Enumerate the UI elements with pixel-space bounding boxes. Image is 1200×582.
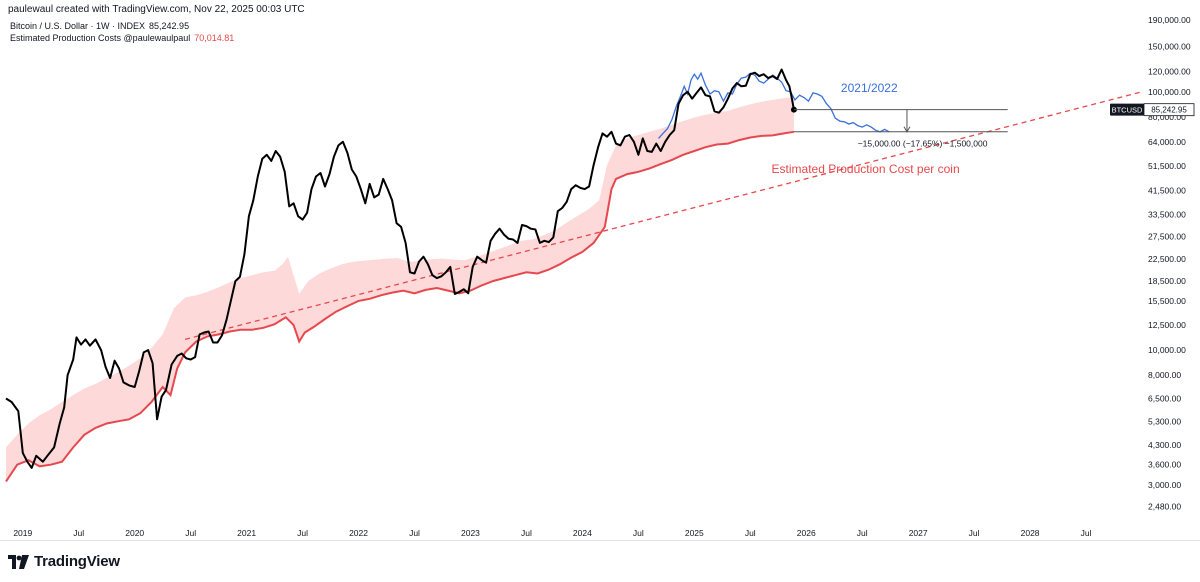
x-tick-label: Jul	[745, 528, 756, 538]
x-tick-label: 2025	[685, 528, 704, 538]
y-tick-label: 33,500.00	[1148, 209, 1186, 219]
y-tick-label: 41,500.00	[1148, 185, 1186, 195]
chart-header: paulewaul created with TradingView.com, …	[0, 0, 1200, 16]
annotation-text: Estimated Production Cost per coin	[772, 162, 960, 176]
y-tick-label: 22,500.00	[1148, 254, 1186, 264]
x-tick-label: Jul	[409, 528, 420, 538]
production-cost-line	[5, 130, 795, 483]
btc-price-path	[5, 68, 795, 469]
x-tick-label: Jul	[1081, 528, 1092, 538]
y-tick-label: 15,500.00	[1148, 296, 1186, 306]
cost-band-area	[6, 96, 794, 482]
legend-symbol-title[interactable]: Bitcoin / U.S. Dollar · 1W · INDEX	[10, 21, 146, 31]
y-tick-label: 5,300.00	[1148, 416, 1181, 426]
y-tick-label: 190,000.00	[1148, 15, 1191, 25]
cost-band-fill	[6, 96, 794, 482]
x-tick-label: 2019	[13, 528, 32, 538]
y-tick-label: 3,600.00	[1148, 460, 1181, 470]
legend: Bitcoin / U.S. Dollar · 1W · INDEX 85,242…	[10, 20, 234, 44]
production-cost-path	[5, 130, 795, 483]
trend-line	[184, 91, 1143, 341]
x-tick-label: 2026	[797, 528, 816, 538]
y-tick-label: 12,500.00	[1148, 320, 1186, 330]
price-badge-symbol: BTCUSD	[1112, 106, 1143, 115]
x-tick-label: Jul	[521, 528, 532, 538]
x-tick-label: 2027	[909, 528, 928, 538]
y-tick-label: 51,500.00	[1148, 161, 1186, 171]
attribution-text: paulewaul created with TradingView.com, …	[8, 4, 305, 15]
x-tick-label: 2021	[237, 528, 256, 538]
measure-tool: −15,000.00 (−17.65%) −1,500,000	[793, 109, 1008, 148]
legend-indicator-value: 70,014.81	[194, 33, 235, 43]
x-tick-label: Jul	[633, 528, 644, 538]
y-tick-label: 100,000.00	[1148, 87, 1191, 97]
y-tick-label: 2,480.00	[1148, 502, 1181, 512]
legend-symbol-row: Bitcoin / U.S. Dollar · 1W · INDEX 85,242…	[10, 20, 234, 32]
legend-symbol-price: 85,242.95	[149, 21, 190, 31]
price-badge: BTCUSD 85,242.95	[1110, 103, 1195, 117]
x-tick-label: 2028	[1021, 528, 1040, 538]
price-badge-symbol-bg	[1110, 103, 1144, 116]
y-tick-label: 8,000.00	[1148, 370, 1181, 380]
tradingview-logo-icon	[8, 554, 29, 569]
x-tick-label: Jul	[297, 528, 308, 538]
tradingview-logo[interactable]: TradingView	[8, 553, 120, 570]
y-tick-label: 150,000.00	[1148, 41, 1191, 51]
price-badge-value-bg	[1143, 103, 1195, 117]
y-axis: 190,000.00 150,000.00 120,000.00 100,000.00…	[1148, 15, 1191, 512]
x-tick-label: 2023	[461, 528, 480, 538]
trend-line-dashed	[184, 91, 1143, 341]
annotations: 2021/2022 Estimated Production Cost per c…	[772, 81, 960, 176]
y-tick-label: 6,500.00	[1148, 393, 1181, 403]
tradingview-logo-text: TradingView	[34, 553, 120, 570]
price-badge-value: 85,242.95	[1151, 106, 1187, 115]
y-tick-label: 4,300.00	[1148, 440, 1181, 450]
y-tick-label: 27,500.00	[1148, 232, 1186, 242]
legend-indicator-title[interactable]: Estimated Production Costs @paulewaulpau…	[10, 33, 191, 43]
footer: TradingView	[0, 540, 1200, 582]
x-tick-label: 2020	[125, 528, 144, 538]
x-tick-label: Jul	[969, 528, 980, 538]
y-tick-label: 3,000.00	[1148, 480, 1181, 490]
y-tick-label: 10,000.00	[1148, 345, 1186, 355]
measure-arrow-head	[903, 126, 911, 133]
price-chart[interactable]: −15,000.00 (−17.65%) −1,500,000 2021/202…	[0, 0, 1200, 540]
x-tick-label: 2022	[349, 528, 368, 538]
y-tick-label: 80,000.00	[1148, 112, 1186, 122]
y-tick-label: 64,000.00	[1148, 137, 1186, 147]
x-tick-label: 2024	[573, 528, 592, 538]
x-tick-label: Jul	[73, 528, 84, 538]
x-tick-label: Jul	[857, 528, 868, 538]
x-tick-label: Jul	[185, 528, 196, 538]
annotation-text: 2021/2022	[841, 81, 898, 95]
x-axis: 2019 Jul 2020 Jul 2021 Jul 2022 Jul 2023 Jul 2024 J…	[13, 528, 1091, 538]
legend-indicator-row: Estimated Production Costs @paulewaulpau…	[10, 32, 234, 44]
measure-label: −15,000.00 (−17.65%) −1,500,000	[858, 138, 988, 148]
y-tick-label: 120,000.00	[1148, 66, 1191, 76]
y-tick-label: 18,500.00	[1148, 276, 1186, 286]
